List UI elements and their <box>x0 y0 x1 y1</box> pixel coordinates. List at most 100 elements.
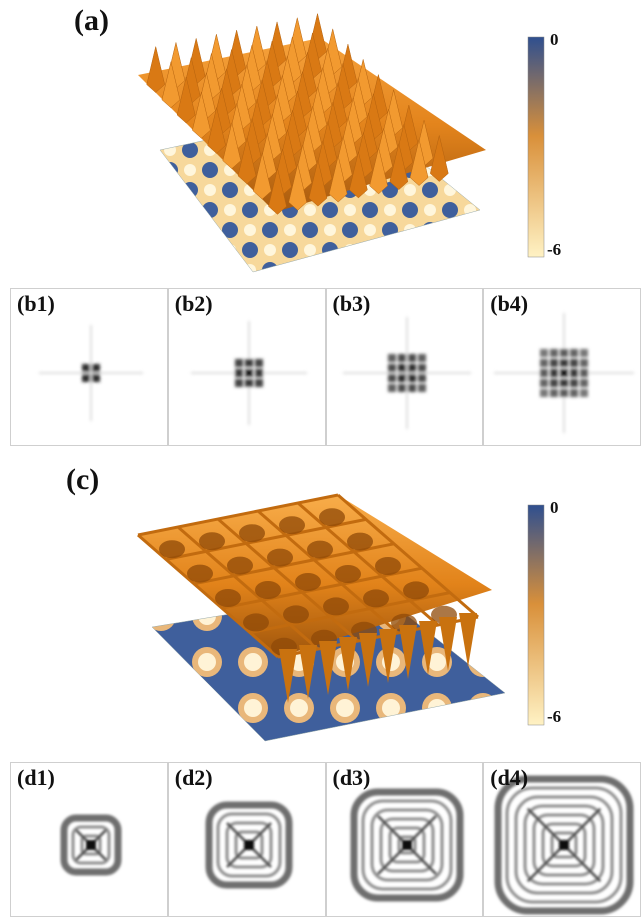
surface-well <box>403 581 429 600</box>
ring <box>205 801 293 889</box>
surface-spike <box>399 625 417 679</box>
panel-c-colorbar <box>527 504 545 726</box>
surface-spike <box>459 613 477 667</box>
surface-spike <box>299 645 317 699</box>
surface-well <box>375 557 401 575</box>
surface-ridge <box>257 509 399 635</box>
ring <box>514 795 614 895</box>
surface-well <box>267 548 293 567</box>
ring <box>541 822 587 868</box>
surface-peak <box>192 92 211 139</box>
ring <box>505 786 623 904</box>
panel-d4: (d4) <box>483 762 641 917</box>
lattice-spot <box>234 369 243 377</box>
ring <box>60 814 122 876</box>
panel-d3-image <box>350 788 463 902</box>
surface-ridge <box>297 501 439 627</box>
lattice-spots <box>190 321 307 425</box>
surface-ridge <box>137 533 279 659</box>
ring-center <box>559 840 570 850</box>
lattice-spot <box>580 379 589 387</box>
lattice-spot <box>397 374 406 382</box>
ring-pattern <box>60 814 122 876</box>
ring-pattern <box>350 788 463 902</box>
lattice-spot <box>540 359 549 367</box>
lattice-spot <box>550 379 559 387</box>
panel-d3: (d3) <box>325 762 484 917</box>
surface-spike <box>419 621 437 675</box>
panel-b1-image <box>39 325 143 421</box>
surface-peak <box>349 151 368 199</box>
ring-center <box>86 840 96 850</box>
panel-a-colorbar <box>527 36 545 258</box>
ring <box>234 830 264 860</box>
ring <box>80 834 102 856</box>
surface-peak <box>369 147 388 195</box>
ring-center <box>243 840 254 850</box>
surface-spike <box>279 649 297 703</box>
lattice-spots <box>494 313 635 433</box>
ring-pattern <box>494 775 634 915</box>
lattice-spot <box>417 384 426 392</box>
surface-peak <box>328 155 348 203</box>
lattice-spot <box>560 369 569 377</box>
lattice-spot <box>570 379 579 387</box>
surface-well <box>227 556 253 575</box>
panel-b2: (b2) <box>167 288 326 446</box>
surface-well <box>307 540 333 559</box>
panel-b4: (b4) <box>483 288 641 446</box>
surface-well <box>159 540 185 559</box>
lattice-spot <box>570 359 579 367</box>
lattice-spots <box>39 325 143 421</box>
ring <box>225 821 273 869</box>
ring <box>350 788 463 902</box>
lattice-spot <box>550 389 559 397</box>
panel-c: (c) 0 -6 <box>0 455 641 755</box>
surface-well <box>239 524 265 543</box>
panel-a-colorbar-max: 0 <box>550 30 559 49</box>
surface-peak <box>268 168 287 215</box>
surface-well <box>215 589 241 607</box>
lattice-spot <box>92 364 100 372</box>
lattice-spot <box>540 379 549 387</box>
panel-b1: (b1) <box>10 288 168 446</box>
lattice-spot <box>254 359 263 367</box>
lattice-spot <box>387 354 396 362</box>
lattice-spot <box>550 369 559 377</box>
panel-a: (a) 0 <box>0 0 641 280</box>
panel-d2: (d2) <box>167 762 326 917</box>
lattice-spot <box>407 364 416 372</box>
panel-b3-label: (b3) <box>332 291 371 316</box>
surface-well <box>199 532 225 551</box>
lattice-spot <box>580 389 589 397</box>
ring <box>216 812 282 878</box>
ring <box>361 799 452 891</box>
panel-b1-label: (b1) <box>17 291 55 316</box>
lattice-spot <box>397 364 406 372</box>
panel-c-label: (c) <box>66 463 100 496</box>
panel-a-label: (a) <box>74 4 109 37</box>
lattice-spot <box>580 349 589 357</box>
lattice-spot <box>560 359 569 367</box>
surface-peak <box>308 160 328 207</box>
lattice-spot <box>570 389 579 397</box>
surface-well <box>295 573 321 591</box>
panel-c-surface-wells <box>137 493 479 703</box>
surface-well <box>363 589 389 608</box>
lattice-spot <box>540 349 549 357</box>
surface-well <box>319 508 345 527</box>
surface-peak <box>207 107 226 154</box>
panel-a-colorbar-min: -6 <box>547 240 562 259</box>
ring <box>523 804 605 886</box>
panel-b-strip: (b1) (b2) (b3) (b4) <box>10 288 641 446</box>
surface-peak <box>389 143 409 191</box>
surface-peak <box>176 76 196 124</box>
lattice-spot <box>244 359 253 367</box>
lattice-spot <box>244 369 253 377</box>
lattice-spot <box>234 359 243 367</box>
surface-peak <box>237 137 257 185</box>
lattice-spot <box>417 354 426 362</box>
surface-peak <box>288 164 307 211</box>
ring <box>370 808 443 882</box>
surface-ridge <box>177 525 319 651</box>
